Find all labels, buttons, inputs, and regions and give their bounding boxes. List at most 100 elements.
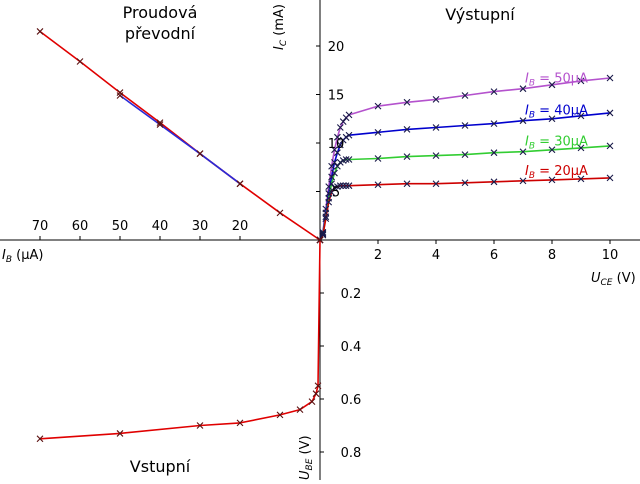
ube-tick-label: 0.4 bbox=[341, 340, 362, 355]
ib-axis-label: IB (μA) bbox=[2, 248, 43, 265]
output-point bbox=[345, 111, 353, 119]
transfer-title-line1: Proudová bbox=[123, 3, 198, 22]
ube-tick-label: 0.2 bbox=[341, 287, 362, 302]
ib-tick-label: 20 bbox=[232, 219, 249, 234]
output-point bbox=[606, 142, 614, 150]
transfer-curve-1 bbox=[39, 30, 321, 241]
output-point bbox=[334, 162, 341, 170]
input-curve-1 bbox=[39, 239, 321, 440]
output-curve-3 bbox=[319, 145, 611, 241]
output-point bbox=[461, 179, 469, 187]
ic-tick-label: 20 bbox=[328, 40, 345, 55]
ube-tick-label: 0.8 bbox=[341, 446, 362, 461]
output-point bbox=[328, 180, 335, 188]
output-point bbox=[461, 92, 469, 99]
transfer-point bbox=[276, 209, 284, 217]
series-label: IB = 50μA bbox=[525, 72, 588, 89]
output-point bbox=[606, 109, 614, 117]
output-point bbox=[339, 118, 347, 126]
output-point bbox=[519, 85, 527, 93]
input-point bbox=[296, 406, 304, 413]
transfer-point bbox=[36, 28, 44, 35]
input-point bbox=[116, 430, 124, 437]
output-point bbox=[334, 149, 341, 157]
transfer-point bbox=[116, 89, 124, 96]
ube-tick-label: 0.6 bbox=[341, 393, 362, 408]
output-point bbox=[577, 77, 585, 85]
ib-tick-label: 50 bbox=[112, 219, 129, 234]
ic-tick-label: 15 bbox=[328, 89, 345, 104]
transfer-point bbox=[76, 58, 84, 65]
output-point bbox=[548, 176, 556, 184]
output-point bbox=[519, 117, 527, 125]
transfer-point bbox=[116, 92, 124, 99]
output-point bbox=[336, 141, 344, 149]
ic-axis-label: IC (mA) bbox=[272, 4, 289, 50]
input-point bbox=[36, 435, 44, 443]
output-point bbox=[432, 180, 440, 188]
uce-tick-label: 4 bbox=[432, 248, 440, 263]
output-point bbox=[374, 128, 382, 136]
output-point bbox=[432, 124, 440, 131]
output-point bbox=[461, 151, 469, 159]
ib-tick-label: 30 bbox=[192, 219, 209, 234]
output-point bbox=[403, 98, 411, 106]
output-point bbox=[328, 173, 335, 181]
input-title: Vstupní bbox=[130, 457, 191, 476]
output-point bbox=[403, 126, 411, 133]
input-point bbox=[236, 419, 244, 427]
output-point bbox=[342, 182, 350, 190]
input-point bbox=[196, 422, 204, 429]
output-point bbox=[490, 178, 498, 186]
uce-axis-label: UCE (V) bbox=[591, 271, 636, 288]
transfer-point bbox=[156, 121, 164, 128]
output-point bbox=[432, 152, 440, 159]
ic-tick-label: 10 bbox=[328, 137, 345, 152]
output-point bbox=[519, 148, 527, 156]
output-point bbox=[490, 88, 498, 95]
output-point bbox=[606, 74, 614, 82]
uce-tick-label: 2 bbox=[374, 248, 382, 263]
output-point bbox=[432, 95, 440, 103]
output-point bbox=[461, 122, 469, 129]
output-point bbox=[403, 180, 411, 188]
input-point bbox=[312, 390, 320, 398]
output-point bbox=[374, 155, 382, 162]
input-point bbox=[314, 382, 322, 390]
output-point bbox=[319, 231, 327, 239]
output-point bbox=[325, 198, 333, 206]
ic-tick-label: 5 bbox=[332, 186, 340, 201]
output-point bbox=[339, 182, 347, 190]
output-point bbox=[345, 182, 353, 190]
output-point bbox=[342, 133, 350, 141]
output-point bbox=[490, 120, 498, 127]
ib-tick-label: 70 bbox=[32, 219, 49, 234]
output-point bbox=[319, 230, 327, 238]
output-curve-4 bbox=[319, 177, 611, 241]
output-point bbox=[322, 215, 330, 223]
output-point bbox=[548, 81, 556, 89]
output-point bbox=[336, 182, 344, 190]
ib-tick-label: 60 bbox=[72, 219, 89, 234]
output-point bbox=[345, 156, 353, 163]
output-point bbox=[548, 146, 556, 154]
output-point bbox=[322, 213, 330, 221]
transfer-point bbox=[196, 150, 204, 158]
output-point bbox=[331, 169, 338, 177]
output-point bbox=[606, 174, 614, 182]
transfer-curve-2 bbox=[119, 94, 241, 185]
input-point bbox=[276, 411, 284, 419]
output-point bbox=[577, 144, 585, 152]
uce-tick-label: 8 bbox=[548, 248, 556, 263]
output-point bbox=[403, 153, 411, 160]
output-point bbox=[342, 156, 350, 163]
series-label: IB = 40μA bbox=[525, 104, 588, 121]
output-point bbox=[336, 159, 344, 166]
uce-tick-label: 6 bbox=[490, 248, 498, 263]
output-title: Výstupní bbox=[445, 5, 515, 24]
output-point bbox=[548, 115, 556, 123]
output-point bbox=[331, 159, 338, 166]
output-point bbox=[519, 177, 527, 185]
input-point bbox=[316, 236, 324, 244]
